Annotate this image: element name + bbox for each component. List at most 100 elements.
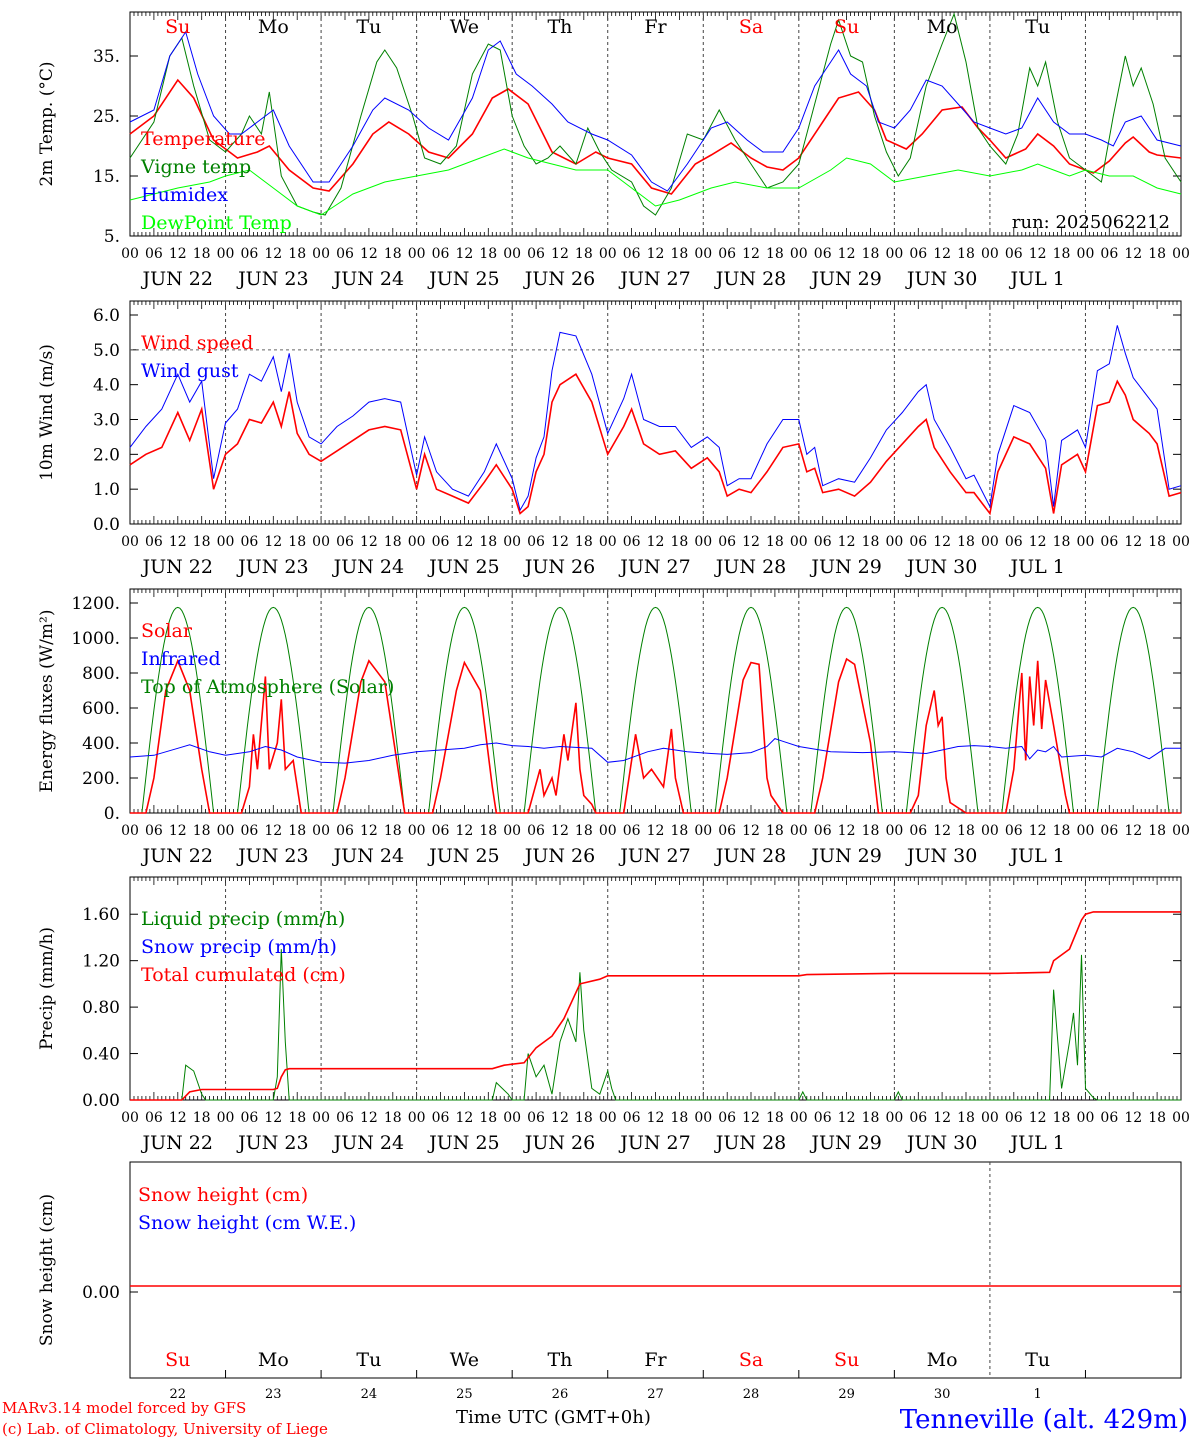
- hour-tick-label: 18: [670, 823, 688, 839]
- date-label: JUN 28: [714, 268, 786, 290]
- hour-tick-label: 18: [957, 823, 975, 839]
- hour-tick-label: 18: [575, 246, 593, 262]
- hour-tick-label: 12: [1124, 246, 1142, 262]
- series-line-toa: [130, 606, 1181, 814]
- hour-tick-label: 18: [957, 534, 975, 550]
- hour-tick-label: 06: [1100, 1110, 1118, 1126]
- hour-tick-label: 06: [1005, 823, 1023, 839]
- hour-tick-label: 18: [288, 1110, 306, 1126]
- y-tick-label: 1.0: [93, 480, 120, 500]
- hour-tick-label: 00: [503, 534, 521, 550]
- hour-tick-label: 00: [599, 1110, 617, 1126]
- day-name: We: [450, 16, 479, 38]
- y-tick-label: 0.: [104, 804, 120, 824]
- series-line-1: [129, 325, 1182, 512]
- day-name: Fr: [644, 16, 667, 38]
- hour-tick-label: 12: [360, 246, 378, 262]
- hour-tick-label: 12: [360, 1110, 378, 1126]
- legend-entry: Vigne temp: [140, 156, 251, 178]
- hour-tick-label: 00: [408, 534, 426, 550]
- series-line-0: [130, 657, 1181, 814]
- hour-tick-label: 18: [479, 823, 497, 839]
- y-tick-label: 0.40: [82, 1045, 120, 1065]
- y-tick-label: 25.: [93, 107, 120, 127]
- hour-tick-label: 00: [408, 246, 426, 262]
- y-tick-label: 800.: [82, 664, 120, 684]
- hour-tick-label: 12: [551, 534, 569, 550]
- panel-wind: 0.0 1.0 2.0 3.0 4.0 5.0 6.0 10m Wind (m/s) Wind …: [37, 300, 1190, 578]
- hour-tick-label: 18: [479, 1110, 497, 1126]
- hour-tick-label: 12: [933, 823, 951, 839]
- date-label: JUN 22: [141, 268, 213, 290]
- hour-ticks: [129, 301, 1182, 524]
- legend-entry: Wind gust: [141, 360, 239, 382]
- hour-tick-label: 12: [264, 534, 282, 550]
- hour-tick-label: 00: [1172, 246, 1190, 262]
- hour-tick-label: 00: [1077, 823, 1095, 839]
- hour-tick-label: 00: [1172, 1110, 1190, 1126]
- panel-temperature: 5. 15. 25. 35. 2m Temp. (°C) Temperature Vigne…: [37, 11, 1190, 290]
- date-label: JUN 28: [714, 845, 786, 867]
- date-label: JUN 24: [332, 1132, 404, 1154]
- legend-entry: Liquid precip (mm/h): [141, 908, 345, 930]
- date-label: JUN 29: [809, 556, 881, 578]
- hour-tick-label: 06: [1100, 246, 1118, 262]
- date-label: JUL 1: [1008, 1132, 1064, 1154]
- hour-tick-label: 06: [432, 823, 450, 839]
- hour-tick-label: 12: [647, 823, 665, 839]
- hour-tick-label: 18: [1053, 823, 1071, 839]
- hour-tick-label: 00: [121, 1110, 139, 1126]
- date-label: JUN 26: [523, 268, 595, 290]
- y-axis-label: 10m Wind (m/s): [37, 344, 57, 481]
- hour-tick-label: 12: [933, 1110, 951, 1126]
- hour-tick-label: 18: [193, 823, 211, 839]
- legend-entry: Top of Atmosphere (Solar): [141, 676, 394, 698]
- hour-tick-label: 00: [1172, 534, 1190, 550]
- hour-tick-label: 06: [1005, 534, 1023, 550]
- date-label: JUN 23: [236, 1132, 308, 1154]
- hour-tick-label: 06: [718, 823, 736, 839]
- date-label: JUN 27: [618, 556, 690, 578]
- hour-tick-label: 18: [1148, 534, 1166, 550]
- hour-tick-label: 12: [551, 246, 569, 262]
- hour-tick-label: 00: [981, 246, 999, 262]
- date-label: JUN 25: [427, 1132, 499, 1154]
- day-name: Su: [834, 1349, 859, 1371]
- y-axis-label: Snow height (cm): [37, 1194, 57, 1346]
- hour-tick-label: 18: [575, 823, 593, 839]
- hour-ticks: [129, 877, 1182, 1100]
- hour-tick-label: 00: [312, 534, 330, 550]
- hour-tick-label: 18: [1053, 246, 1071, 262]
- hour-tick-label: 06: [145, 1110, 163, 1126]
- date-label: JUN 23: [236, 268, 308, 290]
- y-tick-label: 0.00: [82, 1091, 120, 1111]
- hour-tick-label: 12: [455, 534, 473, 550]
- hour-tick-label: 06: [718, 246, 736, 262]
- day-name: Fr: [644, 1349, 667, 1371]
- hour-tick-label: 06: [718, 1110, 736, 1126]
- hour-tick-label: 06: [432, 534, 450, 550]
- hour-tick-label: 18: [862, 1110, 880, 1126]
- hour-tick-label: 18: [766, 246, 784, 262]
- hour-tick-label: 06: [814, 246, 832, 262]
- y-tick-label: 0.80: [82, 998, 120, 1018]
- hour-tick-label: 00: [408, 823, 426, 839]
- hour-tick-label: 12: [169, 823, 187, 839]
- hour-tick-label: 18: [193, 246, 211, 262]
- series-line-0: [129, 373, 1182, 516]
- day-number: 1: [1034, 1387, 1042, 1402]
- hour-tick-label: 18: [384, 823, 402, 839]
- legend-entry: Solar: [141, 620, 193, 642]
- hour-tick-label: 00: [885, 246, 903, 262]
- hour-tick-label: 18: [862, 534, 880, 550]
- y-tick-label: 5.0: [93, 341, 120, 361]
- hour-tick-label: 00: [694, 534, 712, 550]
- date-label: JUN 22: [141, 556, 213, 578]
- run-annotation: run: 2025062212: [1012, 212, 1170, 233]
- hour-tick-label: 06: [527, 246, 545, 262]
- date-label: JUN 24: [332, 845, 404, 867]
- legend-entry: Humidex: [141, 184, 228, 206]
- hour-tick-label: 06: [1100, 823, 1118, 839]
- hour-tick-label: 12: [647, 534, 665, 550]
- hour-tick-label: 18: [193, 534, 211, 550]
